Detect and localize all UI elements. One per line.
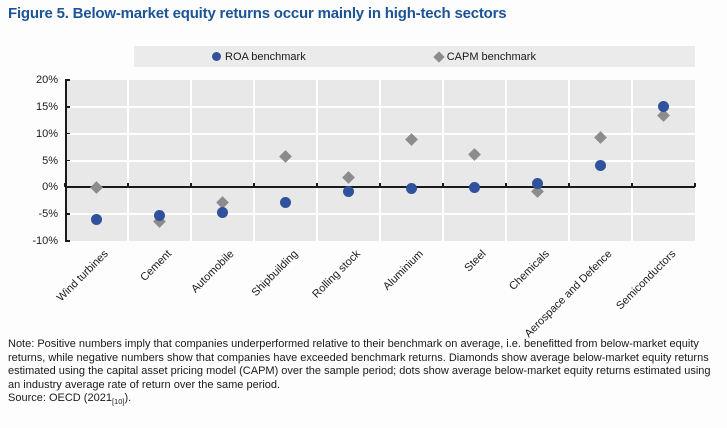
legend-item-roa: ROA benchmark: [212, 51, 306, 63]
y-axis-tick: [65, 186, 70, 189]
h-gridline: [65, 213, 695, 216]
plot-area: [65, 80, 695, 241]
x-axis-tick: [316, 183, 318, 188]
x-category-label: Automobile: [189, 248, 237, 296]
v-gridline: [568, 80, 570, 241]
legend-item-capm: CAPM benchmark: [433, 50, 536, 63]
v-gridline: [379, 80, 381, 241]
y-axis-tick: [65, 106, 70, 108]
roa-data-point: [154, 210, 165, 222]
roa-data-point: [469, 181, 480, 193]
y-axis-tick: [65, 240, 70, 242]
x-category-label: Shipbuilding: [249, 248, 300, 299]
roa-circle-marker-icon: [212, 52, 221, 61]
legend-label-capm: CAPM benchmark: [446, 50, 536, 63]
y-axis-tick: [65, 132, 70, 135]
roa-data-point: [280, 196, 291, 208]
capm-data-point: [342, 170, 355, 184]
x-axis-tick: [694, 183, 696, 188]
capm-data-point: [531, 185, 544, 198]
x-axis-tick: [190, 183, 192, 188]
y-axis-tick: [65, 79, 70, 81]
v-gridline: [316, 80, 318, 241]
h-gridline: [65, 105, 695, 108]
roa-data-point: [658, 101, 669, 113]
y-tick-label: 10%: [35, 127, 58, 140]
x-category-label: Rolling stock: [310, 248, 363, 301]
x-axis-tick: [127, 183, 129, 188]
x-category-label: Steel: [462, 248, 489, 275]
y-tick-label: 0%: [42, 181, 58, 194]
citation-subscript: [10]: [111, 397, 125, 407]
v-gridline: [127, 80, 129, 241]
zero-axis-line: [65, 186, 695, 189]
roa-data-point: [343, 186, 354, 198]
v-gridline: [442, 80, 444, 241]
capm-data-point: [153, 215, 166, 229]
y-tick-label: 5%: [42, 154, 58, 167]
legend-label-roa: ROA benchmark: [225, 50, 306, 63]
v-gridline: [631, 80, 633, 241]
x-category-label: Chemicals: [507, 248, 552, 293]
x-category-label: Wind turbines: [54, 248, 111, 305]
v-gridline: [505, 80, 507, 241]
y-tick-label: 20%: [35, 74, 58, 86]
y-tick-label: 15%: [35, 100, 58, 113]
figure-source: Source: OECD (2021[10]).: [8, 392, 132, 407]
figure-footnotes: Note: Positive numbers imply that compan…: [8, 338, 721, 406]
x-axis-tick: [379, 183, 381, 188]
x-category-label: Semiconductors: [613, 248, 678, 313]
capm-diamond-marker-icon: [433, 50, 445, 63]
x-axis-tick: [568, 183, 570, 188]
capm-data-point: [279, 149, 292, 163]
capm-data-point: [657, 109, 670, 122]
x-axis-tick: [631, 183, 633, 188]
y-axis-tick: [65, 159, 70, 162]
roa-data-point: [595, 160, 606, 172]
h-gridline: [65, 132, 695, 135]
x-category-label: Cement: [138, 248, 174, 284]
x-axis-tick: [505, 183, 507, 188]
x-category-label: Aluminium: [381, 248, 426, 293]
x-axis-tick: [64, 183, 66, 188]
roa-data-point: [532, 177, 543, 189]
x-axis-tick: [253, 183, 255, 188]
y-tick-label: -10%: [32, 235, 58, 247]
roa-data-point: [217, 206, 228, 218]
capm-data-point: [594, 131, 607, 145]
page-title: Figure 5. Below-market equity returns oc…: [8, 5, 507, 22]
v-gridline: [253, 80, 255, 241]
y-axis-tick: [65, 213, 70, 215]
capm-data-point: [216, 195, 229, 209]
y-tick-label: -5%: [38, 208, 58, 221]
h-gridline: [65, 159, 695, 162]
roa-data-point: [406, 183, 417, 195]
chart-legend: ROA benchmark CAPM benchmark: [134, 46, 695, 67]
capm-data-point: [468, 148, 481, 161]
capm-data-point: [90, 180, 103, 194]
y-axis-line: [65, 80, 67, 241]
v-gridline: [190, 80, 192, 241]
capm-data-point: [405, 133, 418, 146]
x-axis-tick: [442, 183, 444, 188]
figure-note: Note: Positive numbers imply that compan…: [8, 338, 711, 391]
x-category-label: Aerospace and Defence: [523, 248, 615, 340]
roa-data-point: [91, 214, 102, 226]
